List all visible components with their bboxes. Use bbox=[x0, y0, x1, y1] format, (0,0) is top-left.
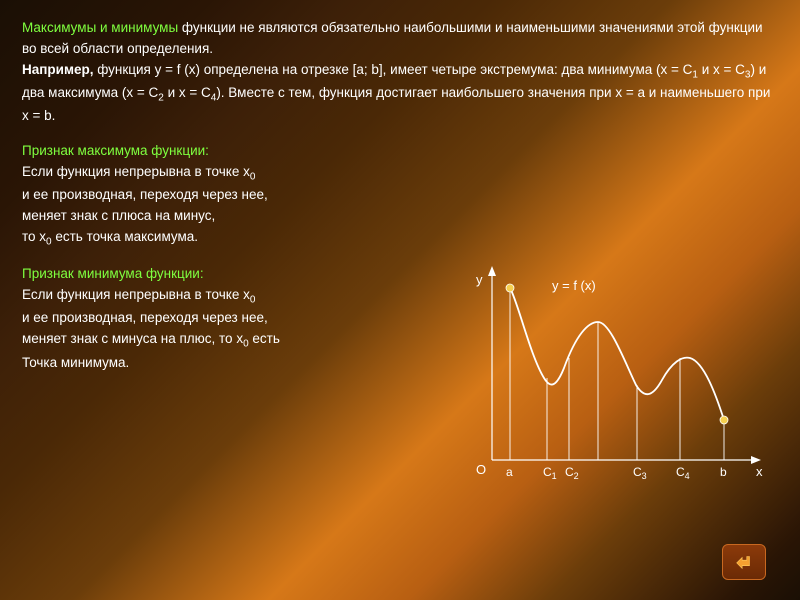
endpoint-a bbox=[506, 284, 514, 292]
max-l4: то х0 есть точка максимума. bbox=[22, 227, 778, 250]
y-axis-arrow bbox=[488, 266, 496, 276]
endpoint-b bbox=[720, 416, 728, 424]
y-axis-label: y bbox=[476, 272, 483, 287]
intro-rest3: и x = С bbox=[698, 62, 745, 77]
example-label: Например, bbox=[22, 62, 93, 77]
max-block: Признак максимума функции: Если функция … bbox=[22, 141, 778, 250]
back-button[interactable] bbox=[722, 544, 766, 580]
max-l2: и ее производная, переходя через нее, bbox=[22, 185, 778, 206]
function-chart: y x O y = f (x) a C1 C2 C3 C4 b bbox=[452, 260, 772, 510]
return-arrow-icon bbox=[733, 551, 755, 573]
curve bbox=[510, 288, 724, 420]
max-title: Признак максимума функции: bbox=[22, 141, 778, 162]
intro-highlight: Максимумы и минимумы bbox=[22, 20, 178, 35]
x-axis-label: x bbox=[756, 464, 763, 479]
tick-label: a bbox=[506, 465, 513, 479]
tick-label: C1 bbox=[543, 465, 557, 481]
intro-rest5: и x = C bbox=[164, 85, 211, 100]
intro-paragraph: Максимумы и минимумы функции не являются… bbox=[22, 18, 778, 127]
tick-labels: a C1 C2 C3 C4 b bbox=[506, 465, 727, 481]
intro-rest2: функция у = f (x) определена на отрезке … bbox=[93, 62, 692, 77]
tick-label: C2 bbox=[565, 465, 579, 481]
max-l3: меняет знак с плюса на минус, bbox=[22, 206, 778, 227]
function-label: y = f (x) bbox=[552, 278, 596, 293]
x-axis-arrow bbox=[751, 456, 761, 464]
origin-label: O bbox=[476, 462, 486, 477]
max-l1: Если функция непрерывна в точке х0 bbox=[22, 162, 778, 185]
tick-label: C3 bbox=[633, 465, 647, 481]
tick-label: C4 bbox=[676, 465, 690, 481]
tick-label: b bbox=[720, 465, 727, 479]
